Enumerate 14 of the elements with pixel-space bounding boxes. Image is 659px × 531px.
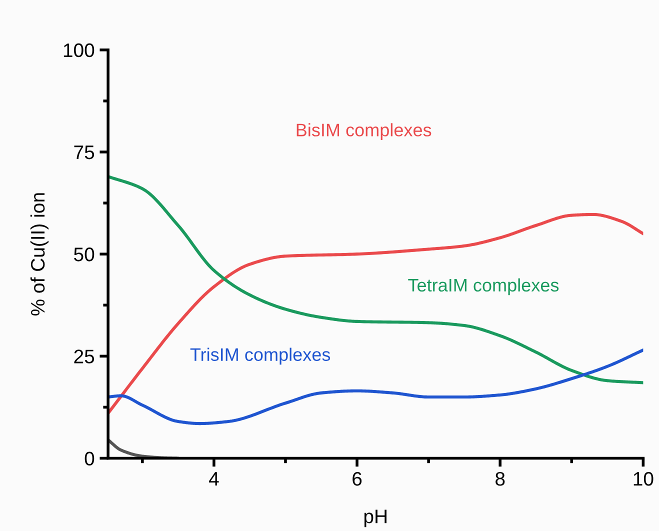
x-tick-label: 8	[496, 472, 505, 486]
y-axis-title: % of Cu(II) ion	[30, 193, 49, 316]
y-tick-label: 25	[74, 350, 94, 364]
y-tick-label: 100	[64, 43, 94, 58]
x-axis-title: pH	[364, 510, 386, 528]
x-tick-label: 10	[634, 472, 654, 486]
y-tick-label: 75	[74, 146, 94, 160]
x-tick-label: 6	[352, 472, 362, 486]
series-label: TrisIM complexes	[190, 348, 330, 365]
y-tick-label: 50	[74, 248, 94, 262]
series-label: TetraIM complexes	[408, 278, 559, 296]
text: BisIM complexes	[296, 123, 432, 140]
x-tick-label: 4	[208, 472, 219, 486]
y-tick-label: 0	[84, 452, 94, 466]
